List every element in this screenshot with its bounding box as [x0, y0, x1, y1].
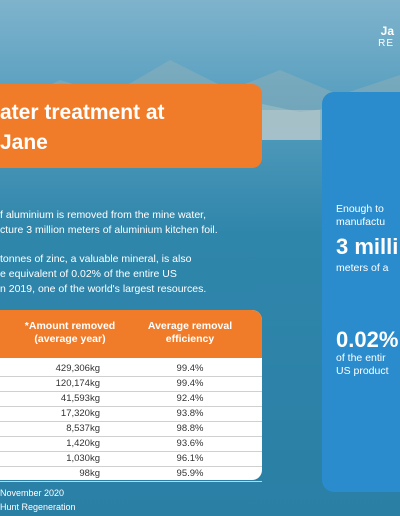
brand-logo-subtext: RE [378, 38, 394, 49]
page-title: ater treatment at Jane [0, 101, 165, 154]
table-row: 1,420kg 93.6% [0, 437, 262, 452]
amount-cell: 429,306kg [55, 363, 100, 374]
stat-zinc-caption: of the entir US product [336, 352, 389, 377]
stats-panel [322, 92, 400, 492]
paragraph-zinc: tonnes of zinc, a valuable mineral, is a… [0, 253, 207, 295]
amount-cell: 98kg [79, 468, 100, 479]
amount-cell: 17,320kg [60, 408, 100, 419]
stat-foil-unit: meters of a [336, 262, 389, 274]
table-row: 41,593kg 92.4% [0, 392, 262, 407]
footer-source: Hunt Regeneration [0, 502, 76, 512]
removal-table: *Amount removed (average year) Average r… [0, 310, 262, 482]
stat-foil-value: 3 milli [336, 234, 399, 259]
table-row: 429,306kg 99.4% [0, 362, 262, 377]
table-row: 17,320kg 93.8% [0, 407, 262, 422]
table-row: 1,030kg 96.1% [0, 452, 262, 467]
header-amount-removed: *Amount removed (average year) [24, 320, 116, 345]
stat-zinc-value: 0.02% [336, 327, 399, 352]
efficiency-cell: 92.4% [176, 393, 204, 404]
header-removal-efficiency: Average removal efficiency [147, 320, 233, 345]
efficiency-cell: 95.9% [176, 468, 204, 479]
efficiency-cell: 99.4% [176, 363, 204, 374]
amount-cell: 120,174kg [55, 378, 100, 389]
brand-logo: Ja RE [310, 0, 400, 49]
efficiency-cell: 93.8% [176, 408, 204, 419]
efficiency-cell: 99.4% [176, 378, 204, 389]
amount-cell: 41,593kg [60, 393, 100, 404]
stat-intro-text: Enough to manufactu [336, 203, 386, 228]
efficiency-cell: 93.6% [176, 438, 204, 449]
table-header: *Amount removed (average year) Average r… [0, 310, 262, 358]
table-row: 120,174kg 99.4% [0, 377, 262, 392]
amount-cell: 1,030kg [66, 453, 100, 464]
brand-logo-text: Ja [380, 24, 394, 38]
table-row: 98kg 95.9% [0, 467, 262, 482]
footer-date: November 2020 [0, 488, 65, 498]
paragraph-aluminium: f aluminium is removed from the mine wat… [0, 209, 218, 236]
amount-cell: 8,537kg [66, 423, 100, 434]
table-row: 8,537kg 98.8% [0, 422, 262, 437]
efficiency-cell: 96.1% [176, 453, 204, 464]
amount-cell: 1,420kg [66, 438, 100, 449]
efficiency-cell: 98.8% [176, 423, 204, 434]
table-body: 429,306kg 99.4% 120,174kg 99.4% 41,593kg 92… [0, 362, 262, 482]
title-banner: ater treatment at Jane [0, 84, 262, 168]
